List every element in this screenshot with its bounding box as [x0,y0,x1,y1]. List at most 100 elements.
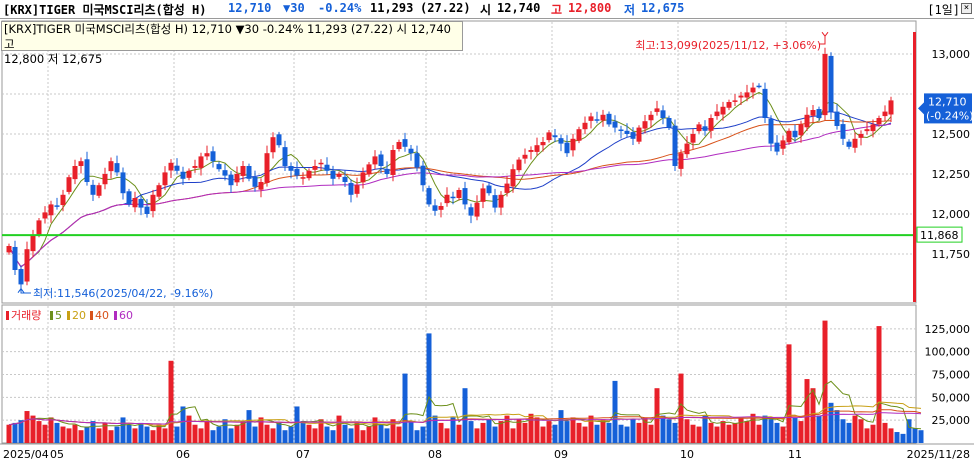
volume-bar [918,430,924,443]
volume-bar [306,424,312,443]
volume-bar [258,417,264,443]
candle-body [888,100,894,115]
volume-bar [690,424,696,443]
candle-body [66,177,72,192]
volume-bar [546,421,552,443]
volume-bar [30,415,36,443]
volume-ma20-line [8,401,922,427]
candle-body [78,161,84,166]
volume-bar [372,417,378,443]
volume-bar [534,417,540,443]
volume-bar [396,426,402,443]
candle-body [708,118,714,131]
candle-body [756,85,762,88]
candle-body [444,194,450,204]
symbol-header: [KRX]TIGER 미국MSCI리츠(합성 H) 12,710 ▼30 -0.… [0,0,974,19]
volume-bar [138,422,144,443]
volume-bar [288,426,294,443]
volume-bar [768,419,774,443]
moving-average-lines [8,91,892,268]
candle-body [456,190,462,198]
volume-bar [162,428,168,443]
volume-bar [450,417,456,443]
price-ma40-line [8,119,892,268]
volume-bar [282,430,288,443]
volume-bar [870,424,876,443]
candle-body [6,246,12,253]
volume-bar [678,373,684,443]
volume-bar [174,426,180,443]
price-tick-label: 11,750 [932,248,971,261]
volume-bar [762,415,768,443]
volume-bar [750,413,756,443]
price-change-pct: -0.24% [318,1,362,15]
volume-bar [732,422,738,443]
candle-body [876,118,882,125]
candle-body [402,139,408,147]
candle-body [276,134,282,146]
volume-bar [294,406,300,443]
volume-ma5-line [8,380,922,430]
volume-bar [798,421,804,443]
volume-bar [840,419,846,443]
candle-body [264,153,270,183]
volume-bar [384,428,390,443]
volume-bar [126,424,132,443]
candle-body [408,148,414,154]
volume-bar [588,415,594,443]
volume-bar [12,422,18,443]
volume-bar [564,421,570,443]
last-price-bar [913,32,916,302]
volume-bar [684,419,690,443]
candle-body [618,129,624,132]
candle-body [474,202,480,217]
volume-bar [864,428,870,443]
candle-body [234,174,240,183]
period-selector[interactable]: [1일] [927,3,960,17]
volume-bar [360,430,366,443]
volume-bar [726,424,732,443]
candle-body [870,124,876,132]
candle-body [330,170,336,179]
last-price-box [924,93,972,124]
volume-bar [600,419,606,443]
candle-body [156,185,162,197]
candle-body [642,121,648,129]
candle-body [558,138,564,144]
volume-bar [444,428,450,443]
x-tick-label: 09 [554,448,568,461]
candle-body [144,206,150,214]
candle-body [216,164,222,170]
last-price-arrow-icon [918,102,924,115]
x-tick-label: 06 [176,448,190,461]
volume-bar [594,424,600,443]
candle-body [36,220,42,235]
candle-body [882,111,888,117]
candle-body [762,88,768,118]
close-icon[interactable]: × [961,3,972,14]
candle-body [834,111,840,126]
price-tick-label: 13,000 [932,48,971,61]
candle-body [90,184,96,195]
volume-tick-label: 75,000 [932,369,971,382]
volume-tick-label: 25,000 [932,414,971,427]
candle-body [810,110,816,116]
volume-bar [792,417,798,443]
candle-body [498,194,504,208]
volume-bar [336,415,342,443]
candle-body [354,185,360,194]
volume-ma-lines [8,380,922,430]
candle-body [690,134,696,143]
candle-body [432,205,438,211]
volume-bar [636,422,642,443]
candle-body [852,138,858,148]
candle-body [816,109,822,118]
volume-bar [498,421,504,443]
legend-ma40-swatch [90,311,93,320]
candle-body [468,207,474,216]
candle-body [390,150,396,175]
candle-body [582,122,588,130]
volume-bar [510,428,516,443]
volume-bar [264,424,270,443]
